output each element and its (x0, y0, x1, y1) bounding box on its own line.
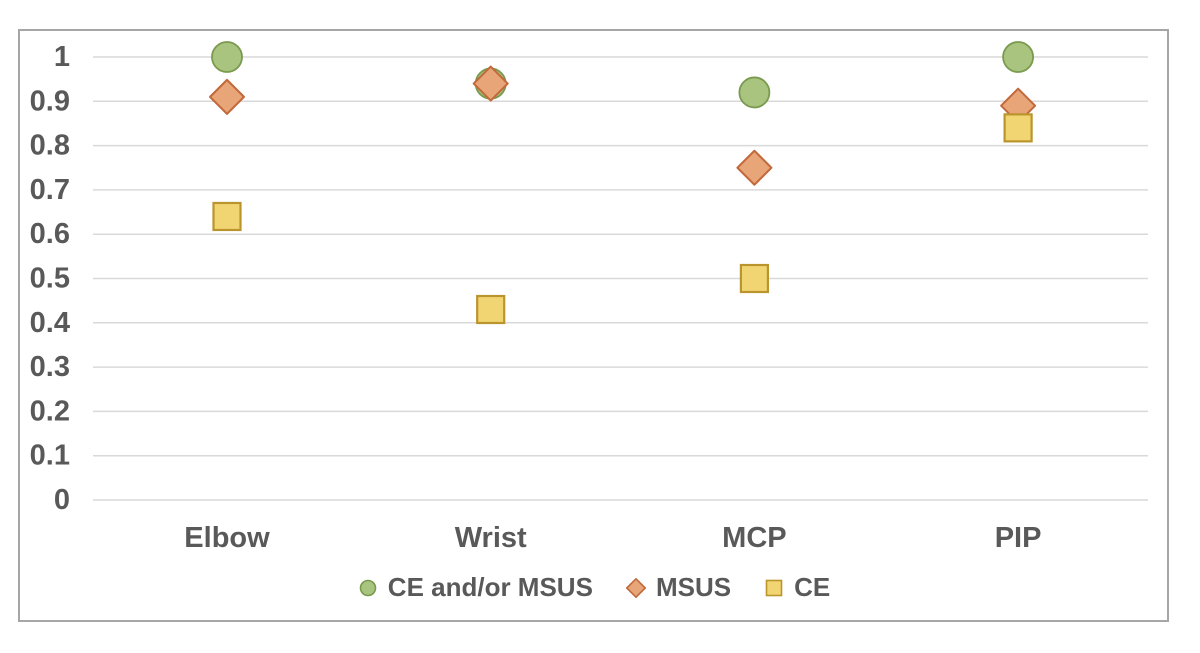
diamond-legend-marker-shape (625, 577, 646, 598)
y-tick-label: 1 (54, 41, 70, 73)
y-tick-label: 0.7 (30, 174, 70, 206)
data-point-square-wrist (476, 294, 506, 325)
chart-panel-frame (18, 29, 1169, 622)
data-point-circle-mcp (738, 76, 771, 109)
data-point-diamond-mcp (736, 149, 773, 186)
category-label: MCP (722, 522, 786, 554)
category-label: PIP (995, 522, 1042, 554)
data-point-diamond-wrist (472, 65, 509, 102)
category-label: Elbow (184, 522, 270, 554)
legend-label: CE and/or MSUS (387, 572, 593, 602)
diamond-legend-marker-icon (625, 577, 646, 598)
y-tick-label: 0.1 (30, 440, 70, 472)
legend-label: MSUS (655, 572, 732, 602)
data-point-circle-pip (1002, 41, 1034, 73)
data-point-circle-elbow (211, 41, 243, 73)
square-legend-marker-shape (765, 579, 783, 596)
data-point-square-mcp (739, 263, 770, 294)
y-tick-label: 0.2 (30, 395, 70, 427)
y-tick-label: 0.5 (30, 263, 70, 295)
legend-label: CE (794, 572, 831, 602)
legend-item-circle: CE and/or MSUS (357, 572, 593, 603)
square-legend-marker-icon (765, 579, 783, 596)
data-point-square-pip (1003, 113, 1033, 143)
data-point-square-elbow (212, 201, 242, 232)
y-tick-label: 0.8 (30, 130, 70, 162)
y-tick-label: 0.6 (30, 218, 70, 250)
legend-item-diamond: MSUS (625, 572, 731, 603)
legend: CE and/or MSUS MSUS CE (19, 572, 1168, 603)
y-tick-label: 0.3 (30, 351, 70, 383)
circle-legend-marker-icon (359, 579, 377, 596)
data-point-diamond-elbow (209, 78, 245, 115)
circle-legend-marker-shape (359, 579, 377, 596)
category-label: Wrist (455, 522, 527, 554)
legend-item-square: CE (763, 572, 830, 603)
y-tick-label: 0.9 (30, 85, 70, 117)
y-tick-label: 0 (54, 484, 70, 516)
y-tick-label: 0.4 (30, 307, 70, 339)
